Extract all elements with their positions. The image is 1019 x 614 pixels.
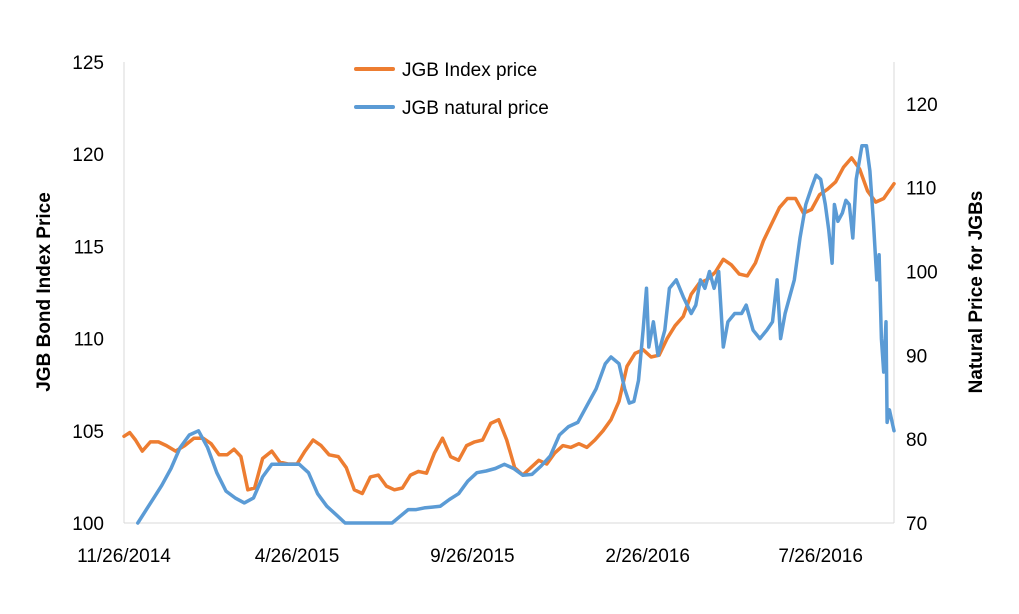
right-y-axis-ticks: 70 80 90 100 110 120 (906, 95, 938, 535)
x-tick-label: 11/26/2014 (77, 546, 171, 567)
left-tick-label: 115 (74, 237, 104, 258)
legend-label-index-price: JGB Index price (402, 60, 537, 81)
left-tick-label: 100 (72, 514, 104, 535)
left-axis-title: JGB Bond Index Price (34, 192, 55, 392)
right-tick-label: 70 (906, 514, 927, 535)
x-tick-label: 7/26/2016 (778, 546, 863, 567)
left-y-axis-ticks: 100 105 110 115 120 125 (72, 53, 104, 535)
left-tick-label: 110 (74, 330, 104, 351)
series-layer (122, 144, 896, 525)
right-tick-label: 100 (906, 263, 938, 284)
right-tick-label: 120 (906, 95, 938, 116)
legend: JGB Index price JGB natural price (354, 60, 549, 119)
legend-label-natural-price: JGB natural price (402, 98, 549, 119)
x-axis-ticks: 11/26/2014 4/26/2015 9/26/2015 2/26/2016 7/2… (77, 546, 863, 567)
right-tick-label: 90 (906, 346, 927, 367)
left-tick-label: 125 (72, 53, 104, 74)
x-tick-label: 2/26/2016 (605, 546, 690, 567)
right-tick-label: 80 (906, 430, 927, 451)
left-tick-label: 105 (72, 422, 104, 443)
right-tick-label: 110 (906, 179, 936, 200)
right-axis-title: Natural Price for JGBs (966, 191, 987, 394)
left-tick-label: 120 (72, 145, 104, 166)
series-line-natural-price (136, 144, 896, 525)
series-line-index-price (122, 156, 896, 496)
x-tick-label: 9/26/2015 (430, 546, 515, 567)
x-tick-label: 4/26/2015 (255, 546, 340, 567)
